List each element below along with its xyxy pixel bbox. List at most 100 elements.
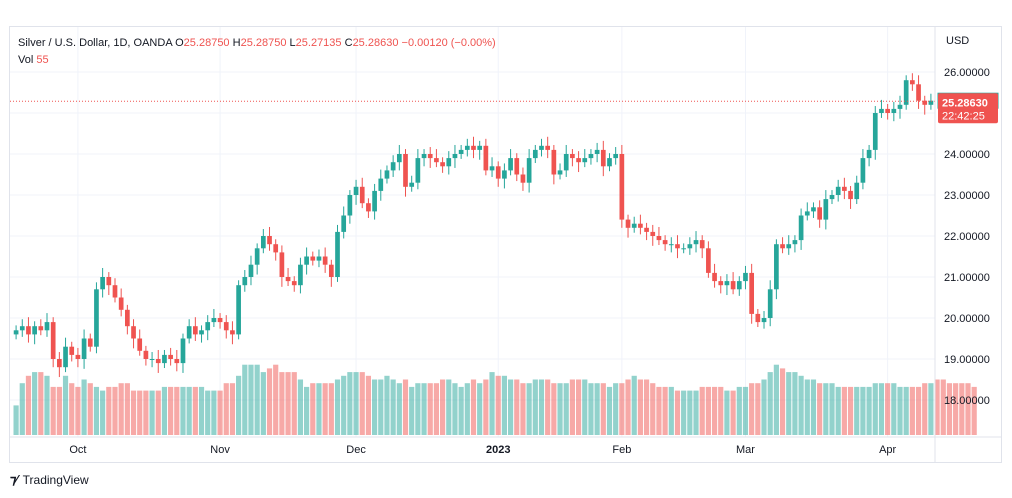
candle-body[interactable] bbox=[415, 158, 421, 183]
candle-body[interactable] bbox=[743, 272, 748, 282]
candle-body[interactable] bbox=[434, 158, 439, 163]
candle-body[interactable] bbox=[755, 313, 761, 323]
candle-body[interactable] bbox=[273, 244, 279, 253]
candle-body[interactable] bbox=[872, 113, 878, 150]
candle-body[interactable] bbox=[483, 145, 489, 171]
candle-body[interactable] bbox=[168, 354, 173, 359]
candle-body[interactable] bbox=[817, 207, 822, 220]
candle-body[interactable] bbox=[94, 289, 99, 347]
candle-body[interactable] bbox=[87, 338, 93, 347]
candle-body[interactable] bbox=[848, 190, 853, 200]
candle-body[interactable] bbox=[823, 199, 829, 220]
candle-body[interactable] bbox=[687, 244, 693, 249]
candle-body[interactable] bbox=[372, 190, 377, 212]
candle-body[interactable] bbox=[341, 215, 347, 232]
candle-body[interactable] bbox=[291, 281, 297, 286]
candle-body[interactable] bbox=[180, 338, 186, 364]
candle-body[interactable] bbox=[557, 170, 563, 175]
candle-body[interactable] bbox=[118, 297, 124, 310]
symbol-title[interactable]: Silver / U.S. Dollar, 1D, OANDA bbox=[18, 37, 173, 49]
candle-body[interactable] bbox=[248, 264, 254, 277]
candle-body[interactable] bbox=[100, 277, 105, 290]
candle-body[interactable] bbox=[403, 154, 408, 187]
candle-body[interactable] bbox=[520, 174, 526, 183]
candle-body[interactable] bbox=[712, 272, 717, 282]
candle-body[interactable] bbox=[607, 158, 612, 167]
candle-body[interactable] bbox=[804, 211, 810, 216]
candle-body[interactable] bbox=[63, 346, 68, 368]
candle-body[interactable] bbox=[508, 158, 513, 171]
candle-body[interactable] bbox=[792, 240, 798, 245]
candle-body[interactable] bbox=[681, 248, 687, 250]
candle-body[interactable] bbox=[421, 154, 427, 159]
candle-body[interactable] bbox=[563, 154, 569, 171]
candle-body[interactable] bbox=[155, 359, 161, 364]
candle-body[interactable] bbox=[613, 154, 619, 159]
candle-body[interactable] bbox=[786, 244, 792, 249]
candle-body[interactable] bbox=[879, 108, 884, 113]
tradingview-branding[interactable]: ⁊⁄ TradingView bbox=[10, 472, 89, 488]
candle-body[interactable] bbox=[26, 326, 31, 335]
candle-body[interactable] bbox=[285, 277, 291, 282]
candle-body[interactable] bbox=[576, 158, 581, 163]
candle-body[interactable] bbox=[526, 158, 532, 183]
candle-body[interactable] bbox=[774, 244, 779, 290]
candle-body[interactable] bbox=[440, 162, 445, 167]
candle-body[interactable] bbox=[32, 326, 37, 335]
candle-body[interactable] bbox=[922, 100, 928, 105]
candle-body[interactable] bbox=[328, 264, 334, 277]
candle-body[interactable] bbox=[242, 277, 248, 286]
candle-body[interactable] bbox=[359, 186, 365, 204]
candle-body[interactable] bbox=[885, 108, 890, 113]
candle-body[interactable] bbox=[137, 338, 143, 351]
candle-body[interactable] bbox=[335, 231, 340, 277]
candle-body[interactable] bbox=[477, 145, 483, 150]
candle-body[interactable] bbox=[854, 182, 860, 200]
candle-body[interactable] bbox=[835, 186, 841, 195]
candle-body[interactable] bbox=[452, 154, 458, 159]
candle-body[interactable] bbox=[724, 281, 730, 286]
candle-body[interactable] bbox=[464, 145, 470, 150]
candle-body[interactable] bbox=[644, 227, 649, 232]
candle-body[interactable] bbox=[662, 240, 668, 245]
candle-body[interactable] bbox=[19, 326, 25, 331]
candle-body[interactable] bbox=[458, 149, 464, 154]
candle-body[interactable] bbox=[730, 281, 736, 290]
candle-body[interactable] bbox=[149, 359, 155, 360]
candle-body[interactable] bbox=[81, 338, 87, 360]
candle-body[interactable] bbox=[471, 145, 476, 150]
volume-label[interactable]: Vol bbox=[18, 54, 34, 66]
candle-body[interactable] bbox=[304, 256, 309, 265]
candle-body[interactable] bbox=[594, 149, 600, 154]
candle-body[interactable] bbox=[903, 80, 909, 105]
candle-body[interactable] bbox=[125, 309, 130, 327]
candle-body[interactable] bbox=[656, 236, 662, 241]
candle-body[interactable] bbox=[69, 346, 75, 355]
candle-body[interactable] bbox=[192, 326, 198, 335]
candle-body[interactable] bbox=[495, 166, 501, 179]
candle-body[interactable] bbox=[699, 240, 705, 249]
candle-body[interactable] bbox=[57, 359, 62, 368]
candle-body[interactable] bbox=[891, 108, 897, 113]
candle-body[interactable] bbox=[366, 203, 371, 212]
candle-body[interactable] bbox=[502, 170, 507, 179]
candle-body[interactable] bbox=[551, 149, 557, 175]
candle-body[interactable] bbox=[347, 195, 353, 216]
candle-body[interactable] bbox=[706, 248, 711, 273]
candle-body[interactable] bbox=[427, 154, 433, 159]
candle-body[interactable] bbox=[860, 158, 866, 183]
candle-body[interactable] bbox=[199, 330, 204, 335]
candle-body[interactable] bbox=[811, 207, 816, 212]
candle-body[interactable] bbox=[489, 166, 495, 171]
candle-body[interactable] bbox=[668, 244, 674, 246]
candle-body[interactable] bbox=[390, 162, 396, 171]
candle-body[interactable] bbox=[131, 326, 136, 339]
candle-body[interactable] bbox=[638, 223, 643, 228]
candle-body[interactable] bbox=[44, 322, 50, 331]
candle-body[interactable] bbox=[205, 322, 211, 331]
candle-body[interactable] bbox=[842, 186, 847, 191]
candle-body[interactable] bbox=[409, 182, 415, 187]
candle-body[interactable] bbox=[650, 231, 656, 236]
candle-body[interactable] bbox=[384, 170, 390, 179]
